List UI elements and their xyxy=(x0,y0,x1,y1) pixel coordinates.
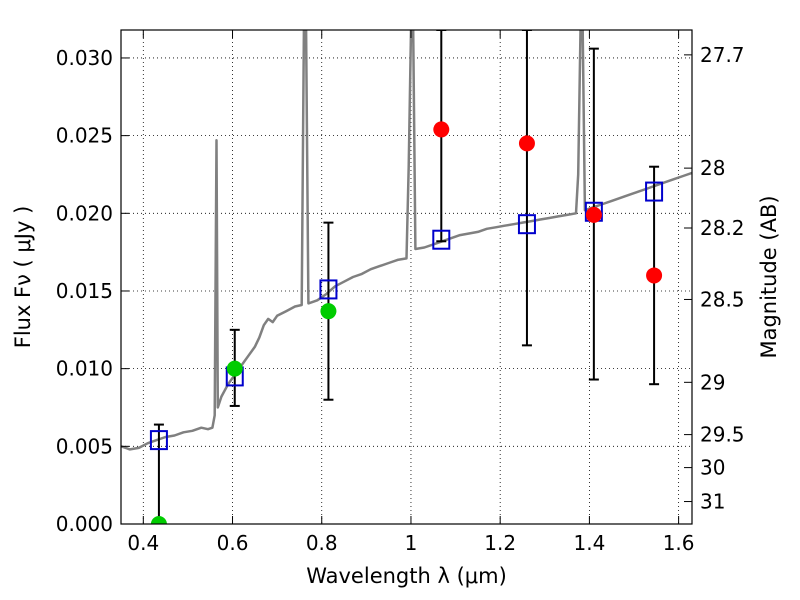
model-photometry-square xyxy=(149,430,168,451)
model-spectrum-line xyxy=(121,30,692,451)
model-photometry-square xyxy=(517,214,536,235)
y2-tick-label: 28 xyxy=(700,156,725,180)
observed-point-red xyxy=(518,135,535,152)
y2-tick-label: 27.7 xyxy=(700,43,745,67)
x-tick-label: 1.6 xyxy=(663,531,695,555)
y2-tick-label: 29.5 xyxy=(700,423,745,447)
y-tick-label: 0.020 xyxy=(56,201,113,225)
y2-axis: 27.7 28 28.2 28.5 29 29.5 30 31 xyxy=(684,43,745,514)
y-tick-label: 0.010 xyxy=(56,357,113,381)
error-bar xyxy=(153,423,164,524)
y2-tick-label: 28.2 xyxy=(700,216,745,240)
y-tick-label: 0.015 xyxy=(56,279,113,303)
plot-frame xyxy=(120,29,693,525)
observed-point-green xyxy=(320,303,337,320)
x-tick-label: 0.4 xyxy=(127,531,159,555)
observed-point-green xyxy=(226,360,243,377)
model-photometry-square xyxy=(319,279,338,300)
model-photometry-square xyxy=(432,229,451,250)
y-tick-label: 0.005 xyxy=(56,434,113,458)
model-photometry-square xyxy=(645,181,664,202)
observed-point-red xyxy=(646,267,663,284)
y2-tick-label: 30 xyxy=(700,456,725,480)
x-tick-label: 0.8 xyxy=(306,531,338,555)
grid xyxy=(121,30,692,525)
observed-point-red xyxy=(585,206,602,223)
x-tick-label: 1 xyxy=(405,531,418,555)
plot-area xyxy=(121,30,692,524)
y2-tick-label: 31 xyxy=(700,490,725,514)
y2-tick-label: 28.5 xyxy=(700,287,745,311)
x-tick-label: 0.6 xyxy=(217,531,249,555)
y-axis-title: Flux Fν ( μJy ) xyxy=(11,206,35,349)
x-tick-label: 1.2 xyxy=(484,531,516,555)
x-tick-label: 1.4 xyxy=(573,531,605,555)
y-axis: 0.000 0.005 0.010 0.015 0.020 0.025 0.030 xyxy=(56,46,129,536)
y-tick-label: 0.000 xyxy=(56,512,113,536)
x-axis: 0.4 0.6 0.8 1 1.2 1.4 1.6 xyxy=(127,30,695,555)
y-tick-label: 0.025 xyxy=(56,124,113,148)
y2-tick-label: 29 xyxy=(700,370,725,394)
y2-axis-title: Magnitude (AB) xyxy=(757,195,781,358)
x-axis-title: Wavelength λ (μm) xyxy=(306,564,507,588)
observed-point-green xyxy=(150,516,167,524)
error-bar xyxy=(521,30,532,347)
y-tick-label: 0.030 xyxy=(56,46,113,70)
observed-point-red xyxy=(433,121,450,138)
